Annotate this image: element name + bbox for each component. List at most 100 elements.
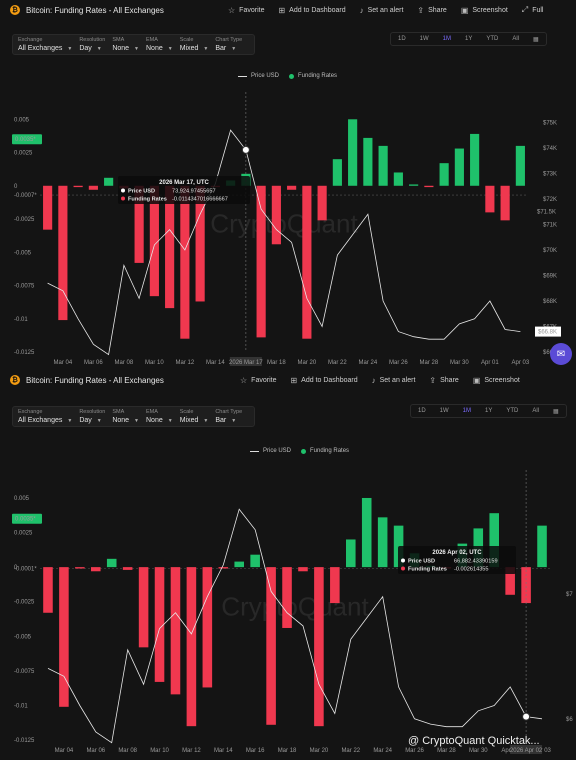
x-tick-label: Mar 16 [246, 748, 265, 754]
screenshot-button[interactable]: ▣ Screenshot [473, 376, 520, 385]
chart-type-select[interactable]: Chart Type Bar ▼ [215, 409, 242, 424]
calendar-icon[interactable]: ▦ [553, 408, 559, 415]
range-all[interactable]: All [532, 408, 540, 414]
tooltip-price-value: 66,882.43390159 [454, 559, 498, 565]
current-rate-badge [12, 513, 42, 524]
x-tick-label: Mar 04 [55, 748, 74, 754]
sma-select[interactable]: SMA None ▼ [112, 409, 139, 424]
action-label: Screenshot [472, 6, 508, 14]
action-label: Favorite [251, 376, 277, 384]
tooltip-rate-label: Funding Rates [128, 197, 167, 203]
selected-value: Bar [215, 45, 227, 52]
funding-rate-bar [515, 145, 525, 186]
tooltip-title: 2026 Apr 02, UTC [432, 550, 482, 556]
range-1y[interactable]: 1Y [485, 408, 493, 414]
bitcoin-icon: ₿ [10, 5, 20, 15]
chevron-down-icon: ▼ [231, 417, 237, 424]
action-label: Share [428, 6, 447, 14]
funding-rate-bar [250, 554, 260, 568]
legend-label: Price USD [251, 73, 280, 79]
share-button[interactable]: ⇪ Share [417, 6, 446, 15]
scale-select[interactable]: Scale Mixed ▼ [180, 37, 209, 52]
funding-rate-bar [122, 567, 133, 570]
legend-item-price[interactable]: Price USD [250, 448, 291, 454]
full-button[interactable]: ⤢ Full [522, 5, 544, 15]
y-tick-label: -0.01 [14, 703, 28, 709]
control-label: SMA [112, 37, 125, 43]
funding-rate-bar [165, 185, 175, 309]
funding-rate-bar [202, 567, 213, 688]
share-button[interactable]: ⇪ Share [429, 376, 458, 385]
dashboard-add-icon: ⊞ [290, 375, 298, 385]
add-to-dashboard-button[interactable]: ⊞ Add to Dashboard [290, 376, 357, 385]
control-value: Bar ▼ [215, 417, 242, 424]
y-tick-label: -0.0125 [14, 350, 35, 356]
set-an-alert-button[interactable]: ♪ Set an alert [360, 6, 404, 15]
x-tick-label: Mar 12 [182, 748, 201, 754]
screenshot-button[interactable]: ▣ Screenshot [461, 6, 508, 15]
control-value: None ▼ [146, 45, 173, 52]
crosshair-date-label: 2026 Apr 02 [510, 748, 543, 754]
control-value: None ▼ [112, 417, 139, 424]
funding-rate-chart[interactable]: CryptoQuant 0.005 0.0025 0 -0.0025 -0.005 -0.0… [0, 466, 576, 760]
selected-value: Day [79, 45, 92, 52]
ema-select[interactable]: EMA None ▼ [146, 409, 173, 424]
legend-line-swatch [238, 75, 247, 77]
watermark-footer: @ CryptoQuant Quicktak... [408, 735, 540, 747]
control-group: Exchange All Exchanges ▼ Resolution Day ▼ SMA N… [12, 406, 256, 427]
x-tick-label: Mar 22 [328, 360, 347, 366]
range-all[interactable]: All [512, 36, 520, 42]
range-1m[interactable]: 1M [442, 36, 452, 42]
scale-select[interactable]: Scale Mixed ▼ [180, 409, 209, 424]
y-tick-label: 0.0025 [14, 151, 33, 157]
crosshair-date-box [229, 357, 262, 366]
funding-rate-bar [393, 172, 403, 186]
funding-rate-bar [149, 185, 159, 297]
range-1y[interactable]: 1Y [465, 36, 473, 42]
legend-item-funding[interactable]: Funding Rates [289, 73, 337, 79]
range-1d[interactable]: 1D [398, 36, 406, 42]
action-label: Set an alert [367, 6, 404, 14]
set-an-alert-button[interactable]: ♪ Set an alert [372, 376, 416, 385]
control-value: All Exchanges ▼ [18, 417, 72, 424]
exchange-select[interactable]: Exchange All Exchanges ▼ [18, 37, 72, 52]
chat-icon[interactable]: ✉ [550, 343, 572, 365]
add-to-dashboard-button[interactable]: ⊞ Add to Dashboard [278, 6, 345, 15]
y-tick-label: -0.01 [14, 317, 28, 323]
x-tick-label: Mar 10 [145, 360, 164, 366]
range-1d[interactable]: 1D [418, 408, 426, 414]
y-tick-label: -0.0125 [14, 738, 35, 744]
bell-icon: ♪ [359, 5, 364, 15]
exchange-select[interactable]: Exchange All Exchanges ▼ [18, 409, 72, 424]
control-label: Exchange [18, 409, 43, 415]
funding-rate-bar [346, 539, 356, 568]
legend-item-funding[interactable]: Funding Rates [301, 448, 349, 454]
share-icon: ⇪ [429, 375, 437, 385]
range-1w[interactable]: 1W [419, 36, 429, 42]
chart-type-select[interactable]: Chart Type Bar ▼ [215, 37, 242, 52]
ema-select[interactable]: EMA None ▼ [146, 37, 173, 52]
range-1m[interactable]: 1M [462, 408, 472, 414]
x-tick-label: Mar 30 [469, 748, 488, 754]
funding-rate-chart[interactable]: CryptoQuant 0.005 0.0025 0 -0.0025 -0.005 -0.0… [0, 90, 576, 372]
funding-rate-bar [505, 567, 515, 595]
resolution-select[interactable]: Resolution Day ▼ [79, 37, 105, 52]
favorite-button[interactable]: ☆ Favorite [240, 376, 276, 385]
y2-tick-label: $75K [543, 120, 557, 126]
bitcoin-icon: ₿ [10, 375, 20, 385]
sma-select[interactable]: SMA None ▼ [112, 37, 139, 52]
legend-item-price[interactable]: Price USD [238, 73, 279, 79]
y-tick-label: -0.005 [14, 250, 32, 256]
range-1w[interactable]: 1W [439, 408, 449, 414]
range-ytd[interactable]: YTD [486, 36, 499, 42]
y2-tick-label: $6 [566, 717, 573, 723]
calendar-icon[interactable]: ▦ [533, 36, 539, 43]
price-line [47, 129, 521, 356]
favorite-button[interactable]: ☆ Favorite [228, 6, 264, 15]
tooltip-box [118, 176, 250, 204]
tooltip-price-dot [121, 188, 125, 193]
resolution-select[interactable]: Resolution Day ▼ [79, 409, 105, 424]
chevron-down-icon: ▼ [203, 45, 209, 52]
funding-rate-bar [470, 133, 480, 186]
range-ytd[interactable]: YTD [506, 408, 519, 414]
